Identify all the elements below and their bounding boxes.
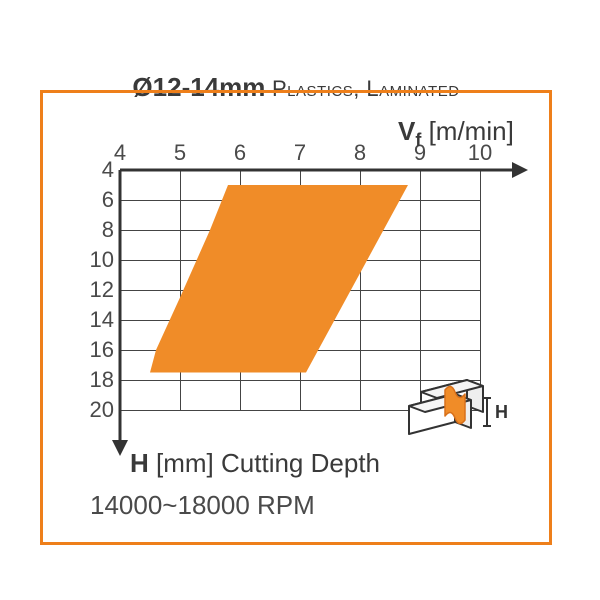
y-tick-label: 20 bbox=[86, 397, 114, 423]
grid-line-horizontal bbox=[120, 230, 480, 231]
grid-line-horizontal bbox=[120, 320, 480, 321]
y-tick-label: 6 bbox=[86, 187, 114, 213]
x-axis-label: Vf [m/min] bbox=[398, 116, 514, 151]
y-tick-label: 8 bbox=[86, 217, 114, 243]
y-axis-label: H [mm] Cutting Depth bbox=[130, 448, 380, 479]
x-axis-subscript: f bbox=[415, 130, 421, 150]
y-axis-symbol: H bbox=[130, 448, 149, 478]
x-tick-label: 8 bbox=[354, 140, 366, 166]
x-tick-label: 7 bbox=[294, 140, 306, 166]
svg-text:H: H bbox=[495, 402, 508, 422]
x-tick-label: 6 bbox=[234, 140, 246, 166]
y-tick-label: 10 bbox=[86, 247, 114, 273]
y-axis-unit: [mm] bbox=[156, 448, 214, 478]
y-tick-label: 16 bbox=[86, 337, 114, 363]
rpm-text: 14000~18000 RPM bbox=[90, 490, 315, 521]
y-axis-text: Cutting Depth bbox=[221, 448, 380, 478]
x-axis-symbol: V bbox=[398, 116, 415, 146]
y-tick-label: 18 bbox=[86, 367, 114, 393]
y-tick-label: 4 bbox=[86, 157, 114, 183]
y-tick-label: 12 bbox=[86, 277, 114, 303]
x-tick-label: 4 bbox=[114, 140, 126, 166]
x-tick-label: 5 bbox=[174, 140, 186, 166]
grid-line-horizontal bbox=[120, 350, 480, 351]
grid-line-horizontal bbox=[120, 260, 480, 261]
cutting-depth-icon: H bbox=[395, 370, 515, 440]
y-axis-arrow-icon bbox=[118, 170, 122, 448]
grid-line-horizontal bbox=[120, 200, 480, 201]
x-axis-arrow-icon bbox=[120, 168, 520, 172]
grid-line-horizontal bbox=[120, 290, 480, 291]
y-tick-label: 14 bbox=[86, 307, 114, 333]
x-axis-unit: [m/min] bbox=[429, 116, 514, 146]
